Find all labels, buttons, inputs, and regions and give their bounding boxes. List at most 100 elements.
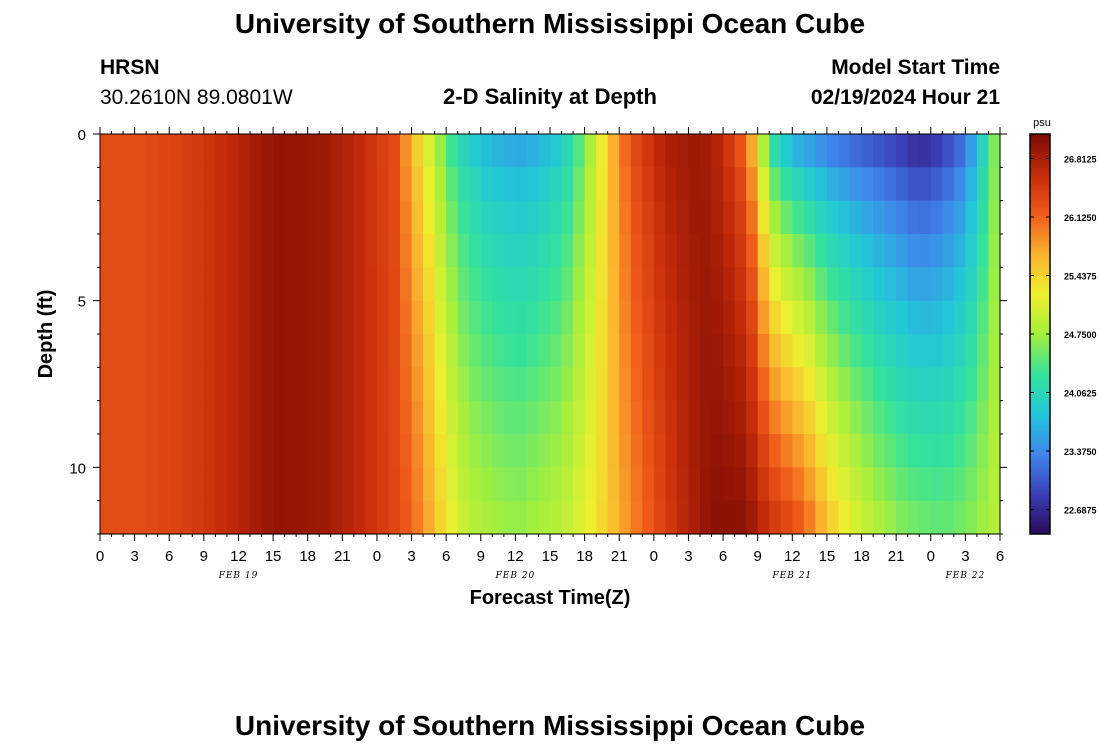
heatmap-cell — [676, 167, 690, 202]
heatmap-cell — [976, 334, 990, 368]
heatmap-cell — [676, 300, 690, 335]
heatmap-cell — [884, 234, 897, 268]
heatmap-cell — [388, 234, 401, 268]
heatmap-cell — [123, 300, 136, 335]
heatmap-cell — [526, 200, 540, 235]
heatmap-cell — [434, 467, 447, 502]
heatmap-cell — [503, 467, 516, 502]
heatmap-cell — [400, 134, 413, 168]
heatmap-cell — [780, 367, 793, 402]
heatmap-cell — [653, 434, 666, 468]
heatmap-cell — [365, 200, 378, 235]
heatmap-cell — [503, 267, 516, 302]
heatmap-cell — [907, 300, 920, 335]
heatmap-cell — [319, 267, 332, 302]
heatmap-cell — [942, 134, 955, 168]
heatmap-cell — [319, 300, 332, 335]
heatmap-cell — [607, 200, 620, 235]
heatmap-cell — [976, 267, 990, 302]
heatmap-cell — [273, 367, 286, 402]
heatmap-cell — [284, 467, 297, 502]
x-tick-label: 12 — [784, 548, 801, 565]
heatmap-cell — [423, 400, 436, 435]
heatmap-cell — [365, 500, 378, 535]
heatmap-cell — [711, 334, 724, 368]
heatmap-cell — [446, 134, 459, 168]
heatmap-cell — [873, 434, 886, 468]
heatmap-cell — [353, 167, 366, 202]
heatmap-cell — [653, 367, 666, 402]
heatmap-cell — [573, 134, 586, 168]
heatmap-cell — [838, 267, 851, 302]
heatmap-cell — [469, 500, 482, 535]
heatmap-cell — [596, 167, 609, 202]
heatmap-cell — [884, 467, 897, 502]
y-tick-label: 0 — [78, 127, 86, 144]
heatmap-cell — [515, 334, 528, 368]
heatmap-cell — [423, 500, 436, 535]
heatmap-cell — [642, 400, 655, 435]
heatmap-cell — [376, 300, 390, 335]
heatmap-cell — [261, 234, 274, 268]
footer-title: University of Southern Mississippi Ocean… — [234, 710, 866, 741]
heatmap-cell — [688, 200, 701, 235]
heatmap-cell — [365, 234, 378, 268]
heatmap-cell — [469, 167, 482, 202]
heatmap-cell — [365, 334, 378, 368]
heatmap-cell — [619, 400, 632, 435]
heatmap-cell — [284, 234, 297, 268]
heatmap-cell — [746, 267, 759, 302]
heatmap-cell — [711, 267, 724, 302]
heatmap-cell — [215, 300, 228, 335]
heatmap-cell — [296, 300, 309, 335]
heatmap-cell — [896, 300, 909, 335]
heatmap-cell — [457, 500, 470, 535]
heatmap-cell — [930, 400, 943, 435]
heatmap-cell — [826, 467, 840, 502]
heatmap-cell — [850, 334, 863, 368]
heatmap-cell — [838, 467, 851, 502]
heatmap-cell — [307, 234, 320, 268]
heatmap-cell — [826, 334, 840, 368]
heatmap-cell — [861, 467, 874, 502]
x-day-label: FEB 21 — [771, 571, 812, 581]
heatmap-cell — [457, 167, 470, 202]
heatmap-cell — [642, 134, 655, 168]
x-tick-label: 3 — [130, 548, 138, 565]
heatmap-cell — [573, 267, 586, 302]
heatmap-cell — [653, 134, 666, 168]
heatmap-cell — [238, 500, 251, 535]
heatmap-cell — [388, 334, 401, 368]
heatmap-cell — [100, 434, 113, 468]
heatmap-cell — [550, 467, 563, 502]
heatmap-cell — [988, 267, 1001, 302]
heatmap-cell — [988, 234, 1001, 268]
heatmap-cell — [123, 434, 136, 468]
heatmap-cell — [134, 134, 147, 168]
heatmap-cell — [238, 267, 251, 302]
heatmap-cell — [746, 134, 759, 168]
heatmap-cell — [342, 400, 355, 435]
heatmap-cell — [688, 400, 701, 435]
heatmap-cell — [457, 234, 470, 268]
heatmap-cell — [319, 467, 332, 502]
heatmap-cell — [826, 500, 840, 535]
heatmap-cell — [111, 400, 124, 435]
heatmap-cell — [630, 167, 643, 202]
heatmap-cell — [215, 134, 228, 168]
heatmap-cell — [180, 434, 193, 468]
heatmap-cell — [169, 367, 182, 402]
heatmap-cell — [146, 367, 159, 402]
heatmap-cell — [492, 200, 505, 235]
heatmap-cell — [584, 167, 597, 202]
heatmap-cell — [734, 467, 747, 502]
heatmap-cell — [930, 500, 943, 535]
heatmap-cell — [192, 367, 205, 402]
heatmap-cell — [780, 434, 793, 468]
heatmap-cell — [307, 334, 320, 368]
heatmap-cell — [503, 434, 516, 468]
heatmap-cell — [215, 367, 228, 402]
heatmap-cell — [238, 167, 251, 202]
heatmap-cell — [469, 467, 482, 502]
heatmap-cell — [584, 234, 597, 268]
